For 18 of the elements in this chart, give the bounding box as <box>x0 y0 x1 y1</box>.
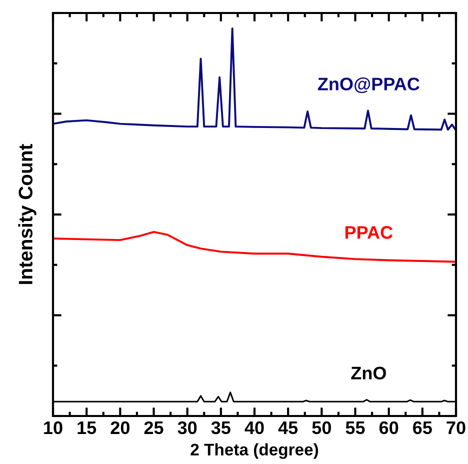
x-tick-label: 55 <box>346 422 365 434</box>
x-tick-label: 30 <box>178 421 197 434</box>
x-tick-label: 15 <box>78 422 96 434</box>
x-tick-label: 25 <box>144 421 164 434</box>
x-tick-label: 40 <box>244 421 264 434</box>
y-axis-title: Intensity Count <box>18 144 36 284</box>
series-label: PPAC <box>345 226 393 239</box>
x-tick-label: 65 <box>413 421 432 434</box>
series-label: ZnO@PPAC <box>318 77 420 94</box>
x-tick-label: 70 <box>446 421 466 434</box>
x-tick-label: 50 <box>312 421 331 434</box>
x-tick-label: 45 <box>278 422 298 434</box>
x-tick-label: 35 <box>211 421 230 434</box>
x-axis-title: 2 Theta (degree) <box>190 443 318 459</box>
series-label: ZnO <box>351 366 386 380</box>
x-tick-label: 10 <box>44 421 62 434</box>
x-tick-label: 20 <box>110 421 130 434</box>
x-tick-label: 60 <box>379 421 398 434</box>
